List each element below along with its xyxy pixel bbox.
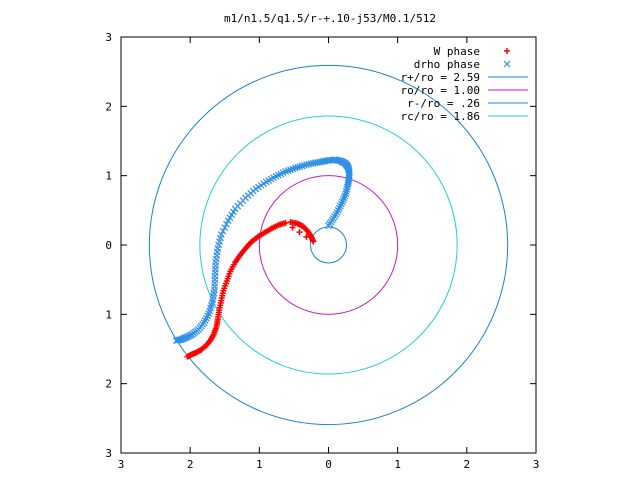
chart-title: m1/n1.5/q1.5/r-+.10-j53/M0.1/512 (224, 12, 436, 25)
data-point-fill (341, 192, 349, 200)
data-point (300, 161, 308, 169)
data-point (334, 206, 342, 214)
y-tick-label: 1 (105, 308, 112, 321)
legend-label: r+/ro = 2.59 (401, 71, 480, 84)
x-tick-label: 1 (394, 458, 401, 471)
y-tick-label: 0 (105, 239, 112, 252)
reference-circle-1 (258, 175, 399, 315)
data-point-fill (336, 202, 344, 210)
y-tick-label: 2 (105, 100, 112, 113)
x-tick-label: 2 (464, 458, 471, 471)
reference-circles (148, 64, 509, 426)
data-point-fill (296, 163, 304, 171)
data-point-fill (343, 183, 351, 191)
data-point-fill (219, 227, 227, 235)
data-point-fill (223, 220, 230, 228)
data-point-fill (340, 194, 348, 202)
y-tick-label: 2 (105, 378, 112, 391)
data-series (172, 156, 353, 360)
y-tick-label: 3 (105, 447, 112, 460)
data-point (310, 238, 317, 245)
x-tick-label: 3 (118, 458, 125, 471)
data-point-fill (335, 204, 343, 212)
y-tick-label: 3 (105, 31, 112, 44)
x-tick-label: 0 (325, 458, 332, 471)
data-point-fill (298, 162, 306, 170)
data-point-fill (289, 224, 296, 231)
data-point-fill (296, 229, 303, 236)
data-point (338, 198, 346, 206)
legend-label: drho phase (414, 58, 480, 71)
data-point-fill (303, 233, 310, 240)
y-tick-label: 1 (105, 170, 112, 183)
legend-label: ro/ro = 1.00 (401, 84, 480, 97)
x-tick-label: 1 (256, 458, 263, 471)
legend-marker-sample (504, 48, 510, 54)
legend-marker-sample (503, 60, 511, 68)
reference-circle-0 (148, 64, 509, 426)
series-0 (184, 219, 317, 360)
reference-circle-2 (310, 226, 347, 264)
data-point-fill (221, 224, 229, 232)
x-tick-label: 2 (187, 458, 194, 471)
legend-label: W phase (434, 45, 480, 58)
data-point (224, 217, 232, 225)
data-point (184, 353, 191, 360)
legend-label: rc/ro = 1.86 (401, 110, 480, 123)
data-point (172, 337, 180, 345)
data-point-fill (339, 196, 347, 204)
data-point-fill (294, 163, 301, 171)
data-point-fill (174, 336, 182, 344)
series-1 (172, 156, 353, 345)
data-point-fill (337, 200, 345, 208)
x-tick-label: 3 (533, 458, 540, 471)
reference-circle-3 (199, 115, 458, 375)
legend-label: r-/ro = .26 (407, 97, 480, 110)
